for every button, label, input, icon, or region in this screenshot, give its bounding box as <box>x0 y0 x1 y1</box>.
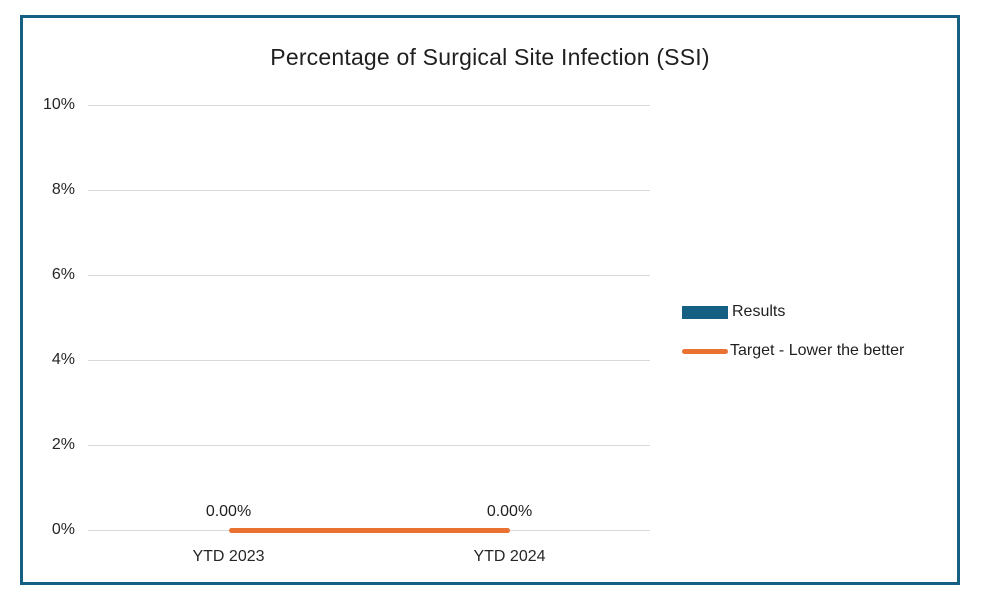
legend-label-results: Results <box>732 303 786 320</box>
y-tick-label: 0% <box>51 521 75 538</box>
legend-item-target: Target - Lower the better <box>682 342 904 360</box>
y-tick-label: 8% <box>51 181 75 198</box>
gridline <box>88 359 650 361</box>
x-axis-label: YTD 2024 <box>473 548 546 565</box>
legend: Results Target - Lower the better <box>682 303 904 360</box>
y-tick-label: 10% <box>42 96 75 113</box>
target-line-swatch-icon <box>682 348 728 354</box>
plot-area <box>88 104 650 533</box>
results-bar-swatch-icon <box>682 305 728 319</box>
gridline <box>88 189 650 191</box>
chart-title: Percentage of Surgical Site Infection (S… <box>270 44 710 70</box>
data-label: 0.00% <box>205 503 252 520</box>
x-axis-label: YTD 2023 <box>192 548 265 565</box>
gridline <box>88 274 650 276</box>
chart-border <box>20 15 960 585</box>
legend-label-target: Target - Lower the better <box>730 342 905 359</box>
data-label: 0.00% <box>486 503 533 520</box>
y-tick-label: 2% <box>51 436 75 453</box>
y-tick-label: 6% <box>51 266 75 283</box>
target-line <box>228 527 510 533</box>
legend-item-results: Results <box>682 303 904 321</box>
gridline <box>88 104 650 106</box>
gridline <box>88 444 650 446</box>
y-tick-label: 4% <box>51 351 75 368</box>
